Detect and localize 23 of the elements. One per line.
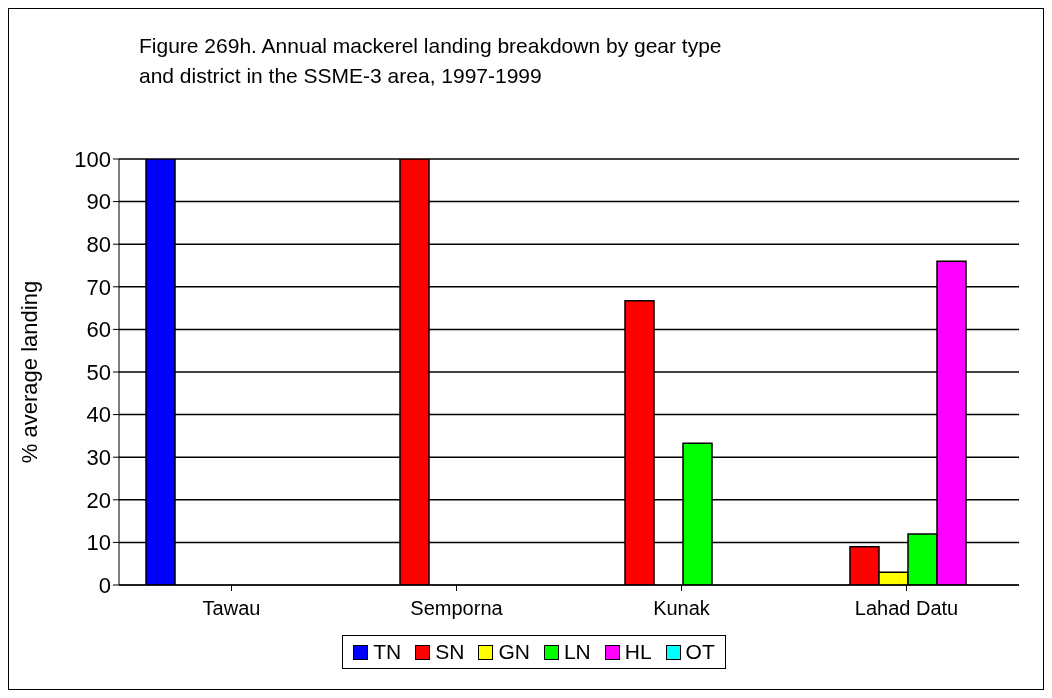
legend-label: HL — [623, 640, 652, 664]
y-tick-label: 20 — [86, 487, 111, 513]
x-tick-label: Semporna — [410, 597, 504, 620]
legend-label: TN — [372, 640, 402, 664]
y-tick-label: 60 — [86, 317, 111, 343]
y-tick-label: 40 — [86, 402, 111, 428]
y-tick-label: 10 — [86, 530, 111, 556]
y-tick-label: 50 — [86, 359, 111, 385]
y-tick-label: 0 — [98, 572, 111, 598]
legend-label: GN — [497, 640, 530, 664]
y-tick-label: 90 — [86, 189, 111, 215]
y-tick-label: 80 — [86, 232, 111, 258]
legend-label: LN — [562, 640, 591, 664]
y-tick-label: 30 — [86, 445, 111, 471]
x-tick-label: Kunak — [653, 597, 711, 620]
y-axis-title: % average landing — [16, 280, 42, 464]
legend-label: SN — [434, 640, 465, 664]
legend-label: OT — [684, 640, 715, 664]
chart-title: Figure 269h. Annual mackerel landing breakdown by gear type and district in the SSME-3 area, 1997-1999 — [139, 33, 723, 89]
x-tick-label: Tawau — [202, 597, 261, 620]
x-tick-label: Lahad Datu — [854, 597, 959, 620]
y-tick-label: 70 — [86, 274, 111, 300]
y-tick-label: 100 — [74, 146, 111, 172]
